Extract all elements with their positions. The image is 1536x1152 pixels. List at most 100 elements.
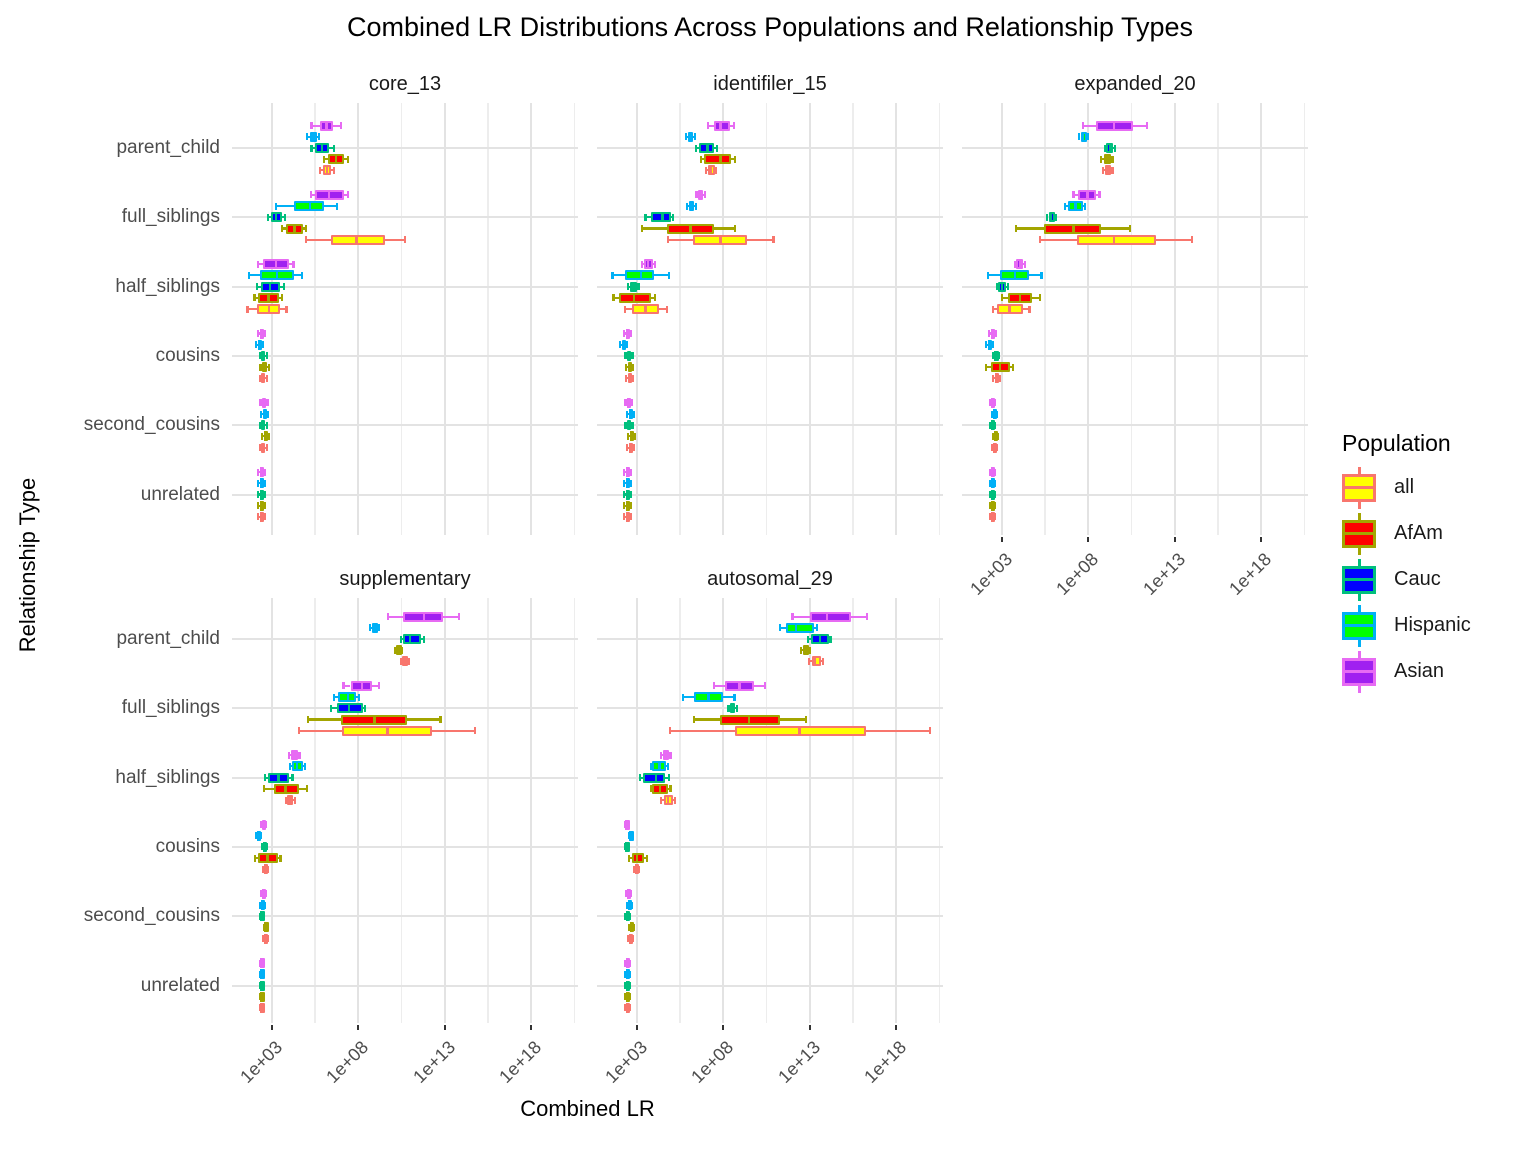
whisker-cap-min [255, 283, 259, 291]
whisker-cap-min [694, 144, 697, 152]
median-line [719, 154, 722, 165]
whisker-cap-max [263, 491, 266, 498]
whisker-cap-max [715, 166, 718, 174]
median-line [719, 234, 722, 245]
panel-supplementary [232, 598, 578, 1023]
x-tick-mark [530, 1025, 533, 1030]
median-line [998, 362, 1002, 373]
whisker-right [323, 205, 337, 208]
whisker-cap-min [275, 202, 278, 210]
whisker-cap-max [633, 444, 636, 452]
median-line [630, 922, 633, 933]
whisker-cap-min [322, 155, 325, 163]
gridline-major-horizontal [232, 984, 578, 987]
median-line [293, 223, 296, 234]
whisker-right [1133, 124, 1148, 127]
median-line [397, 645, 401, 656]
gridline-major-vertical [1087, 103, 1090, 535]
median-line [991, 397, 994, 408]
gridline-major-horizontal [232, 845, 578, 848]
whisker-cap-min [258, 982, 261, 989]
median-line [804, 645, 807, 656]
x-tick-label: 1e+03 [966, 549, 1016, 599]
gridline-major-horizontal [232, 147, 578, 149]
whisker-cap-max [993, 513, 996, 521]
median-line [626, 969, 629, 980]
x-axis-title: Combined LR [520, 1096, 655, 1121]
whisker-cap-max [666, 762, 670, 770]
x-tick-mark [1087, 537, 1090, 542]
whisker-right [814, 626, 817, 629]
gridline-major-vertical [1260, 103, 1263, 535]
box-iqr [642, 772, 666, 783]
median-line [626, 980, 629, 991]
whisker-cap-min [1013, 260, 1016, 268]
whisker-left [1039, 238, 1078, 241]
whisker-cap-max [829, 635, 832, 643]
whisker-cap-min [1100, 155, 1103, 163]
key-median [1344, 670, 1374, 673]
median-line [626, 467, 629, 478]
whisker-left [612, 274, 625, 277]
whisker-cap-max [279, 854, 282, 862]
whisker-left [707, 124, 714, 127]
median-line [627, 900, 631, 910]
whisker-right [1029, 274, 1042, 277]
whisker-cap-min [622, 330, 625, 337]
whisker-right [333, 124, 341, 127]
whisker-cap-max [808, 646, 811, 654]
whisker-cap-max [805, 716, 808, 723]
gridline-major-horizontal [597, 354, 943, 357]
whisker-cap-min [644, 213, 647, 221]
median-line [263, 362, 267, 373]
whisker-cap-min [624, 352, 627, 360]
whisker-right [280, 307, 287, 311]
whisker-cap-min [258, 1004, 261, 1012]
whisker-cap-max [473, 727, 477, 735]
median-line [1018, 292, 1022, 303]
whisker-right [421, 637, 425, 641]
legend-label-Hispanic: Hispanic [1394, 614, 1471, 636]
median-line [261, 350, 265, 361]
legend-item-Asian: Asian [1340, 650, 1536, 693]
whisker-cap-max [377, 624, 381, 632]
gridline-minor-vertical [487, 598, 489, 1023]
whisker-cap-max [628, 1004, 631, 1012]
whisker-cap-min [260, 410, 263, 418]
gridline-major-vertical [895, 103, 898, 535]
whisker-left [400, 637, 404, 641]
whisker-cap-max [303, 762, 306, 770]
whisker-cap-min [1045, 213, 1048, 221]
whisker-cap-min [258, 970, 261, 978]
legend-item-all: all [1340, 466, 1536, 509]
whisker-cap-min [623, 305, 626, 313]
whisker-cap-max [291, 774, 294, 782]
whisker-cap-max [1040, 271, 1043, 279]
whisker-cap-max [628, 959, 631, 967]
whisker-cap-max [669, 751, 672, 759]
median-line [263, 409, 267, 419]
whisker-cap-max [300, 271, 304, 279]
whisker-cap-min [807, 657, 810, 665]
whisker-cap-min [623, 1004, 626, 1012]
whisker-cap-min [625, 374, 628, 382]
whisker-cap-max [1055, 213, 1058, 221]
whisker-cap-min [626, 444, 629, 452]
whisker-cap-min [627, 935, 630, 943]
whisker-left [247, 307, 258, 311]
median-line [666, 795, 670, 805]
whisker-cap-min [623, 982, 626, 989]
median-line [360, 680, 363, 691]
gridline-major-vertical [722, 598, 725, 1023]
whisker-left [254, 296, 258, 299]
whisker-cap-max [346, 155, 349, 163]
gridline-major-horizontal [597, 845, 943, 848]
median-line [266, 853, 269, 864]
whisker-cap-min [319, 166, 322, 174]
median-line [260, 958, 263, 969]
whisker-cap-min [779, 624, 782, 632]
median-line [1112, 120, 1116, 131]
whisker-left [1064, 205, 1068, 208]
median-line [626, 397, 630, 408]
whisker-left [808, 637, 811, 641]
